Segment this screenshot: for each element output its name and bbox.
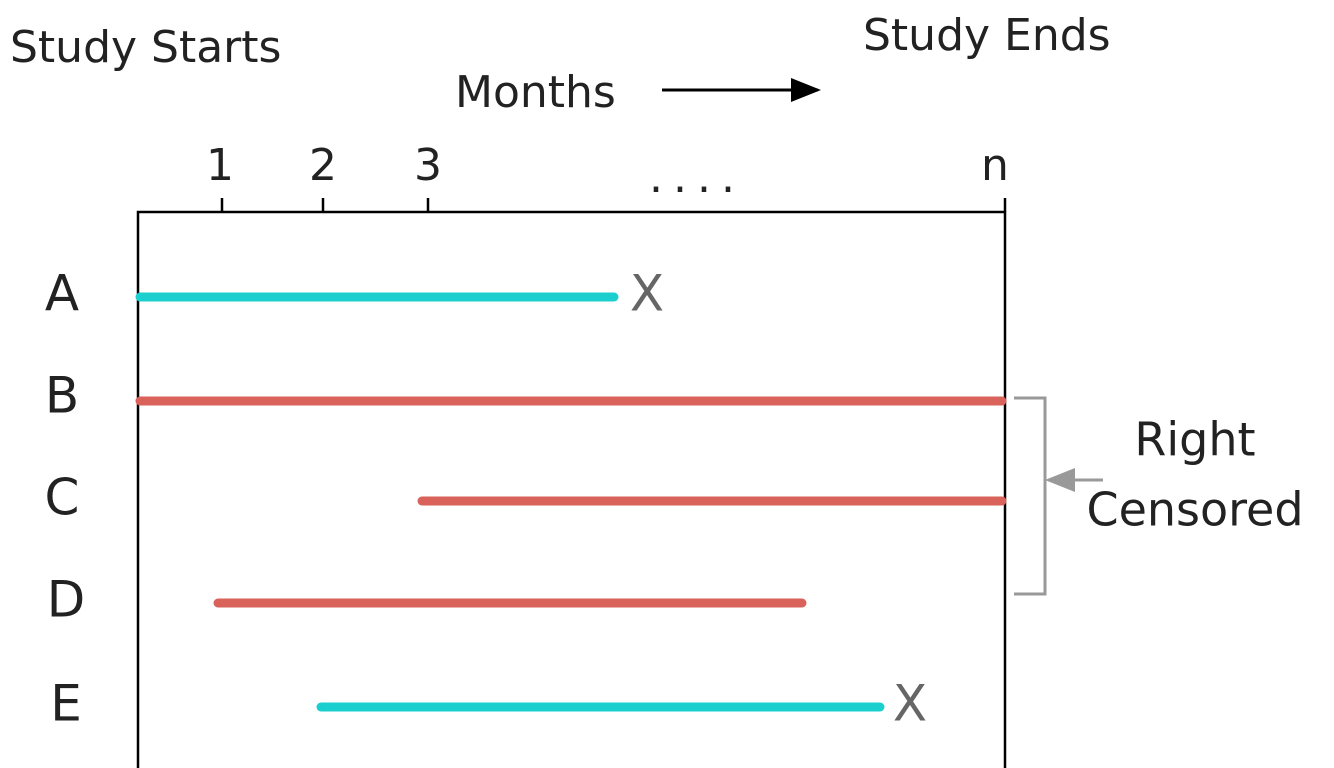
tick-ellipsis: .... [649, 152, 745, 203]
row-label: A [45, 265, 79, 323]
bracket-label: Censored [1086, 483, 1303, 537]
bracket [1014, 396, 1047, 596]
study-starts: Study Starts [10, 22, 281, 73]
event-marker: X [630, 265, 664, 323]
bracket-label: Right [1134, 413, 1255, 467]
study-ends: Study Ends [863, 10, 1111, 61]
timelines [135, 292, 1007, 712]
row-label: C [45, 469, 80, 527]
row-label: B [45, 367, 79, 425]
row-label: E [50, 675, 82, 733]
tick-label: n [981, 140, 1009, 191]
tick-label: 1 [206, 140, 234, 191]
frame [136, 198, 1007, 768]
tick-label: 2 [309, 140, 337, 191]
axis-label: Months [455, 67, 616, 118]
tick-label: 3 [414, 140, 442, 191]
row-label: D [47, 571, 86, 629]
event-marker: X [893, 675, 927, 733]
